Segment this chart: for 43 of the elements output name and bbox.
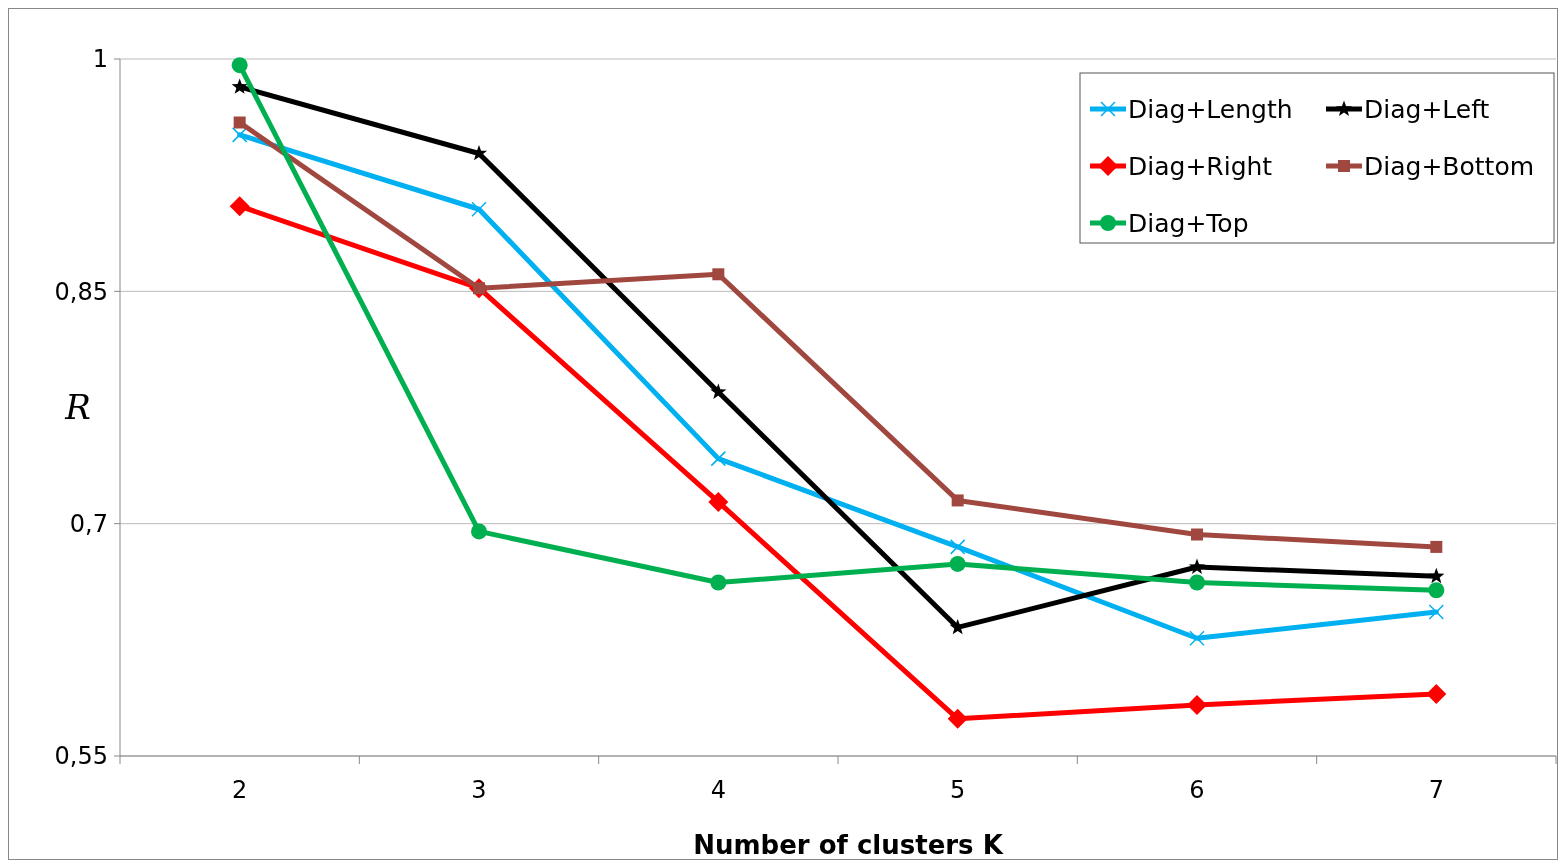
point (947, 708, 968, 729)
point (471, 523, 487, 540)
x-tick-label: 2 (232, 776, 248, 804)
point (1428, 567, 1445, 584)
point (233, 116, 246, 129)
point (1430, 540, 1443, 553)
x-tick-label: 5 (950, 776, 966, 804)
point (1191, 528, 1203, 541)
point (710, 450, 727, 467)
x-axis-title: Number of clusters K (693, 830, 1004, 860)
point (712, 268, 725, 281)
point (1426, 684, 1447, 705)
point (949, 539, 966, 555)
legend-label: Diag+Length (1128, 94, 1293, 124)
y-axis-title: R (64, 387, 91, 428)
x-tick-label: 7 (1428, 776, 1444, 804)
point (229, 196, 250, 217)
legend-label: Diag+Bottom (1364, 151, 1535, 181)
y-tick-label: 0,7 (69, 510, 108, 539)
point (471, 201, 487, 217)
point (1189, 630, 1205, 647)
x-tick-label: 6 (1189, 776, 1205, 804)
point (1187, 694, 1207, 715)
legend-label: Diag+Left (1364, 94, 1490, 124)
legend-label: Diag+Top (1128, 208, 1249, 238)
legend-label: Diag+Right (1128, 151, 1273, 181)
x-tick-label: 3 (471, 776, 487, 804)
x-tick-label: 4 (710, 776, 726, 804)
y-tick-label: 0,85 (54, 277, 108, 306)
point (951, 494, 964, 507)
point (1188, 558, 1206, 574)
point (1189, 574, 1205, 591)
point (1428, 582, 1445, 599)
point (231, 127, 248, 143)
point (708, 491, 729, 512)
y-tick-label: 0,55 (54, 742, 108, 771)
point (949, 555, 966, 572)
y-tick-label: 1 (92, 45, 108, 74)
point (710, 574, 727, 591)
point (231, 57, 248, 74)
point (710, 383, 727, 399)
point (1428, 604, 1445, 620)
point (231, 78, 248, 94)
